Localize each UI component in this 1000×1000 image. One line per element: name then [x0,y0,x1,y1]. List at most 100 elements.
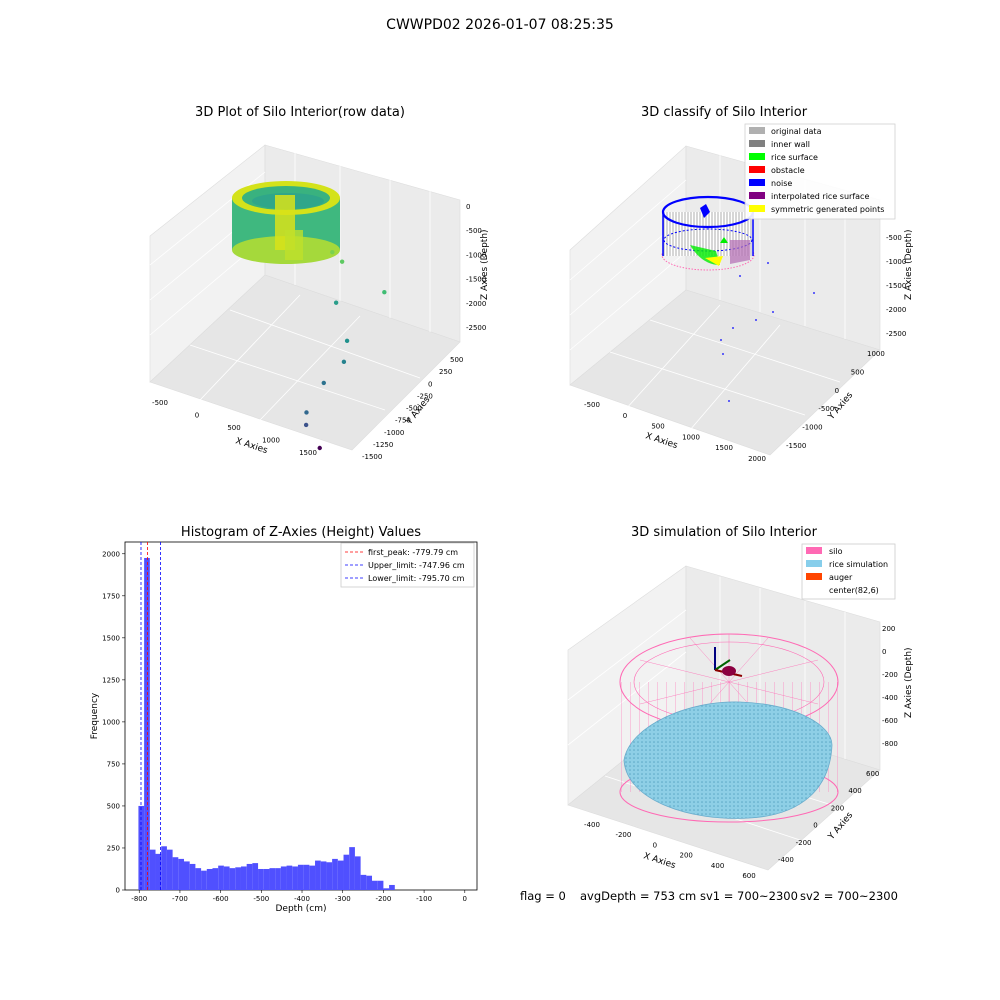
y-tick-label: 500 [450,356,463,364]
y-tick-label: -1000 [802,424,822,432]
histogram-bar [149,849,156,890]
panel3-title: Histogram of Z-Axies (Height) Values [181,525,421,540]
z-tick-label: 0 [882,648,886,656]
legend-label: interpolated rice surface [771,192,869,201]
x-tick-label: 0 [653,841,657,849]
raw-silo-cylinder [232,181,340,264]
histogram-bar [275,868,281,890]
z-tick-label: 200 [882,625,895,633]
x-tick-label: 500 [651,423,664,431]
x-tick-label: -800 [131,895,147,903]
legend-label: rice surface [771,153,818,162]
legend-swatch [749,179,765,186]
histogram-bar [389,884,395,890]
histogram-bar [229,868,236,890]
histogram-bar [280,866,287,890]
z-tick-label: -2500 [466,324,486,332]
panel2-xlabel: X Axies [644,431,679,451]
y-tick-label: -750 [395,417,411,425]
x-tick-label: -200 [615,831,631,839]
z-tick-label: -1500 [466,276,486,284]
z-tick-label: -500 [466,227,482,235]
panel2-zlabel: Z Axies (Depth) [904,229,914,300]
legend-label: Upper_limit: -747.96 cm [368,561,465,570]
histogram-bar [269,868,276,890]
legend-swatch [749,153,765,160]
histogram-legend: first_peak: -779.79 cm Upper_limit: -747.… [340,542,475,588]
legend-label: noise [771,179,792,188]
x-tick-label: 1000 [682,433,700,441]
panel1-zlabel: Z Axies (Depth) [480,229,490,300]
classified-silo [661,195,755,271]
x-tick-label: 0 [463,895,467,903]
z-tick-label: -2000 [466,300,486,308]
noise-point [813,292,815,294]
histogram-axes-frame [124,541,478,891]
histogram-bar [240,866,247,890]
x-tick-label: -300 [335,895,351,903]
histogram-bar [349,847,355,890]
y-tick-label: 500 [107,802,120,810]
legend-label: inner wall [771,140,810,149]
y-tick-label: -250 [417,392,433,400]
histogram-bar [258,868,264,890]
raw-point [333,300,339,305]
histogram-bar [354,856,361,890]
histogram-bar [223,866,230,890]
histogram-bar [326,862,333,890]
z-tick-label: -400 [882,694,898,702]
x-tick-label: 600 [742,872,755,880]
y-tick-label: 250 [107,844,120,852]
histogram-bar [372,880,378,890]
x-tick-label: 0 [195,412,199,420]
legend-swatch [749,192,765,199]
z-tick-label: -2000 [886,306,906,314]
histogram-xlabel: Depth (cm) [275,904,326,914]
panel1-ticks: -500 0 500 1000 1500 -1500 -1250 -1000 -750 -500 -… [152,203,486,461]
panel4-ticks: -400 -200 0 200 400 600 -400 -200 0 200 400 600 200 0… [584,625,898,880]
x-tick-label: -500 [253,895,269,903]
y-tick-label: 750 [107,760,120,768]
x-tick-label: 2000 [748,455,766,463]
histogram-bar [320,861,327,890]
histogram-bar [286,865,293,890]
noise-point [722,353,724,355]
histogram-bar [263,868,270,890]
y-tick-label: 250 [439,368,452,376]
x-tick-label: 1000 [262,437,280,445]
raw-point [382,290,387,295]
raw-point [344,338,350,344]
y-tick-label: 500 [851,368,864,376]
histogram-bar [201,870,207,890]
x-tick-label: -400 [584,821,600,829]
y-tick-label: 0 [835,387,839,395]
z-tick-label: -500 [886,234,902,242]
raw-point [330,249,335,255]
raw-outlier-points [303,249,387,451]
x-tick-label: 400 [711,862,724,870]
histogram-bar [246,863,253,890]
histogram-bar [292,866,298,890]
noise-point [739,275,741,277]
panel2-ticks: -500 0 500 1000 1500 2000 -1500 -1000 -500 0 500 10… [584,234,906,463]
y-tick-label: 0 [813,822,817,830]
histogram-bar [189,863,196,890]
noise-point [772,311,774,313]
legend-swatch [749,140,765,147]
raw-point [304,410,309,415]
z-tick-label: -600 [882,717,898,725]
legend-label: symmetric generated points [771,205,884,214]
histogram-bar [161,846,167,890]
histogram-bar [144,557,150,890]
histogram-ylabel: Frequency [90,692,100,739]
legend-label: center(82,6) [829,586,879,595]
histogram-reference-lines [140,542,161,890]
y-tick-label: 200 [831,804,844,812]
panel4-ylabel: Y Axies [826,810,855,842]
histogram-bar [360,874,367,890]
histogram-bar [343,854,350,890]
panel-histogram: Histogram of Z-Axies (Height) Values -80… [90,525,478,914]
histogram-bar [212,868,219,890]
raw-point [339,259,345,264]
legend-label: first_peak: -779.79 cm [368,548,458,557]
